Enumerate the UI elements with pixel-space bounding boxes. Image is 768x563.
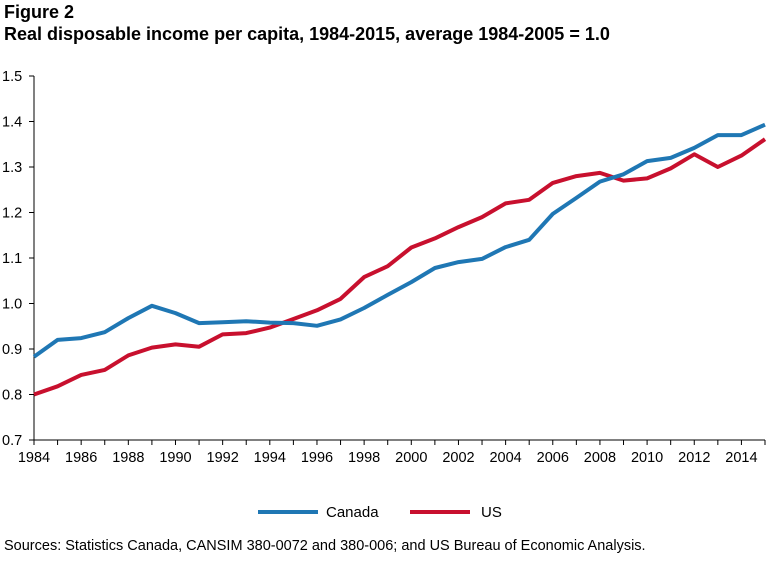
legend: Canada US xyxy=(258,504,502,521)
x-tick-label: 1984 xyxy=(18,450,50,466)
series-line-us xyxy=(33,137,767,397)
x-tick-label: 1986 xyxy=(65,450,97,466)
x-tick-label: 2004 xyxy=(489,450,521,466)
x-tick-label: 2010 xyxy=(631,450,663,466)
x-tick-label: 1994 xyxy=(254,450,286,466)
x-tick-label: 2000 xyxy=(395,450,427,466)
legend-label-canada: Canada xyxy=(326,504,379,521)
x-tick-label: 1996 xyxy=(301,450,333,466)
y-tick-label: 1.4 xyxy=(2,115,22,131)
y-tick-label: 1.0 xyxy=(2,297,22,313)
x-tick-label: 1990 xyxy=(159,450,191,466)
y-tick-label: 1.3 xyxy=(2,160,22,176)
x-tick-label: 2012 xyxy=(678,450,710,466)
x-axis-ticks: 1984 1986 1988 1990 1992 1994 1996 1998 2000 2002… xyxy=(18,440,766,466)
x-tick-label: 2008 xyxy=(584,450,616,466)
x-tick-label: 1998 xyxy=(348,450,380,466)
y-tick-label: 1.5 xyxy=(2,69,22,85)
y-tick-label: 0.8 xyxy=(2,388,22,404)
y-tick-label: 0.7 xyxy=(2,433,22,449)
x-tick-label: 1992 xyxy=(207,450,239,466)
series-lines xyxy=(32,122,767,397)
y-axis-ticks: 0.7 0.8 0.9 1.0 1.1 1.2 1.3 1.4 1.5 xyxy=(2,69,34,449)
figure-label: Figure 2 xyxy=(4,2,75,22)
y-tick-label: 0.9 xyxy=(2,342,22,358)
line-chart: 0.7 0.8 0.9 1.0 1.1 1.2 1.3 1.4 1.5 1984 1986 1988… xyxy=(2,69,767,521)
series-line-canada xyxy=(32,122,766,359)
x-tick-label: 2002 xyxy=(442,450,474,466)
x-tick-label: 2006 xyxy=(537,450,569,466)
x-tick-label: 1988 xyxy=(112,450,144,466)
x-tick-label: 2014 xyxy=(725,450,757,466)
y-tick-label: 1.1 xyxy=(2,251,22,267)
chart-title: Real disposable income per capita, 1984-… xyxy=(4,24,610,44)
y-tick-label: 1.2 xyxy=(2,206,22,222)
source-note: Sources: Statistics Canada, CANSIM 380-0… xyxy=(4,538,646,554)
legend-label-us: US xyxy=(481,504,502,521)
